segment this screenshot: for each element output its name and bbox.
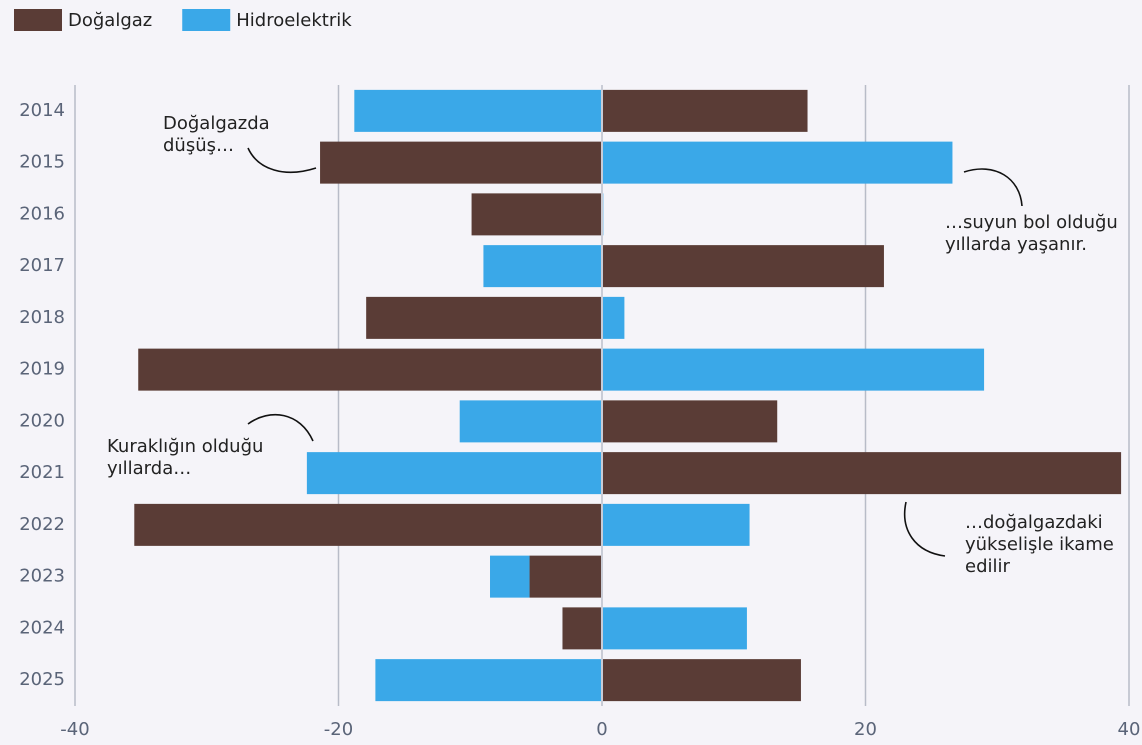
x-tick-label: -20 — [324, 719, 353, 740]
y-tick-label: 2025 — [19, 669, 65, 690]
annotation-arrow — [904, 501, 946, 557]
annotation: Kuraklığın olduğu — [107, 436, 263, 457]
bar — [602, 607, 747, 650]
y-tick-label: 2014 — [19, 100, 65, 121]
bar — [602, 348, 985, 391]
y-tick-label: 2016 — [19, 203, 65, 224]
bar — [602, 400, 778, 443]
x-tick-label: 20 — [854, 719, 877, 740]
x-tick-label: -40 — [60, 719, 89, 740]
y-tick-label: 2015 — [19, 152, 65, 173]
bar — [602, 503, 750, 546]
bar — [320, 141, 602, 184]
bar — [602, 141, 953, 184]
annotation: yıllarda… — [107, 458, 191, 479]
y-tick-label: 2017 — [19, 255, 65, 276]
bar — [529, 555, 602, 598]
bar — [483, 245, 602, 288]
annotation-arrows — [247, 147, 1023, 557]
y-tick-label: 2023 — [19, 566, 65, 587]
y-tick-label: 2022 — [19, 514, 65, 535]
y-tick-label: 2021 — [19, 462, 65, 483]
annotation-arrow — [963, 168, 1023, 207]
legend-label: Doğalgaz — [68, 10, 152, 31]
annotation: edilir — [965, 556, 1011, 577]
bar — [562, 607, 602, 650]
annotation: yıllarda yaşanır. — [945, 234, 1087, 255]
bar — [366, 296, 602, 339]
y-tick-label: 2024 — [19, 617, 65, 638]
bar — [306, 452, 602, 495]
bar — [375, 659, 602, 702]
annotation-arrow — [247, 147, 317, 174]
y-tick-label: 2018 — [19, 307, 65, 328]
bar — [602, 245, 884, 288]
annotation: düşüş… — [163, 135, 234, 156]
legend-swatch — [14, 9, 62, 31]
y-tick-label: 2020 — [19, 410, 65, 431]
bar — [134, 503, 602, 546]
bar — [602, 452, 1122, 495]
legend-label: Hidroelektrik — [236, 10, 352, 31]
bar — [138, 348, 603, 391]
annotation: yükselişle ikame — [965, 534, 1114, 555]
bar — [490, 555, 530, 598]
bar — [471, 193, 602, 236]
annotation-arrow — [247, 413, 314, 442]
legend-swatch — [182, 9, 231, 31]
x-tick-label: 40 — [1118, 719, 1141, 740]
bar — [354, 89, 602, 132]
annotation: …doğalgazdaki — [965, 512, 1103, 533]
bar — [602, 296, 625, 339]
bar — [602, 89, 808, 132]
y-tick-label: 2019 — [19, 359, 65, 380]
x-tick-label: 0 — [596, 719, 607, 740]
bar — [459, 400, 602, 443]
annotation: …suyun bol olduğu — [945, 212, 1118, 233]
bar — [602, 659, 801, 702]
annotation: Doğalgazda — [163, 113, 270, 134]
